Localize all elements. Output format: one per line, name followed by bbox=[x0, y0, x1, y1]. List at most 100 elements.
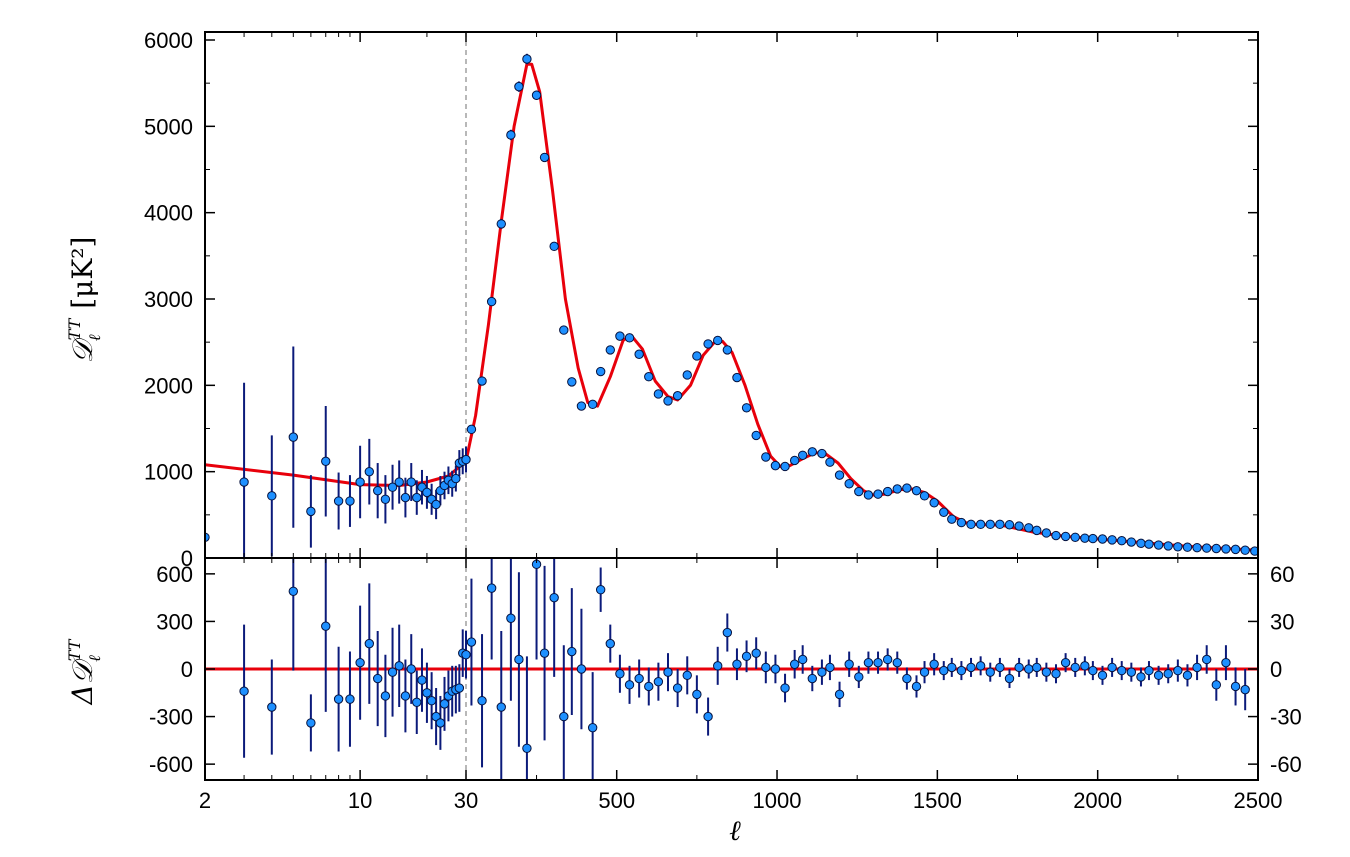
data-point-35 bbox=[522, 54, 532, 64]
data-point-60 bbox=[761, 452, 771, 462]
data-point-78 bbox=[929, 498, 939, 508]
data-point-44 bbox=[605, 345, 615, 355]
x-tick-label-1: 10 bbox=[348, 788, 372, 813]
data-point-16 bbox=[412, 492, 422, 503]
y-label-sub: ℓ bbox=[85, 334, 104, 341]
residual-point-1 bbox=[239, 686, 249, 696]
data-point-68 bbox=[834, 470, 845, 480]
residual-point-88 bbox=[1024, 664, 1034, 674]
residual-point-42 bbox=[587, 722, 598, 733]
data-point-82 bbox=[966, 519, 976, 530]
data-point-49 bbox=[653, 389, 664, 399]
residual-point-43 bbox=[595, 585, 606, 595]
data-point-33 bbox=[506, 130, 516, 140]
data-point-84 bbox=[985, 519, 995, 530]
residual-point-3 bbox=[288, 586, 299, 596]
data-point-15 bbox=[406, 477, 416, 487]
residual-point-15 bbox=[406, 664, 416, 674]
data-point-58 bbox=[741, 403, 752, 413]
model-curve bbox=[205, 62, 1258, 552]
data-point-73 bbox=[882, 486, 893, 497]
data-point-43 bbox=[595, 366, 606, 377]
residual-point-101 bbox=[1144, 665, 1154, 676]
data-point-29 bbox=[466, 424, 477, 435]
residual-point-82 bbox=[966, 662, 976, 673]
residual-point-32 bbox=[496, 702, 506, 712]
residual-point-99 bbox=[1126, 667, 1137, 677]
residual-point-20 bbox=[431, 711, 441, 722]
data-point-77 bbox=[919, 491, 930, 501]
data-point-89 bbox=[1032, 525, 1042, 536]
residual-point-12 bbox=[387, 667, 398, 677]
residual-point-64 bbox=[797, 654, 808, 665]
residual-point-62 bbox=[780, 683, 790, 693]
data-point-93 bbox=[1070, 532, 1080, 542]
residual-right-label-0: 60 bbox=[1270, 562, 1294, 587]
data-point-85 bbox=[995, 519, 1005, 530]
residual-point-40 bbox=[567, 646, 577, 657]
residual-label-sub: ℓ bbox=[85, 655, 104, 662]
residual-point-78 bbox=[929, 659, 939, 669]
data-point-28 bbox=[461, 454, 471, 465]
residual-point-97 bbox=[1107, 662, 1117, 673]
residual-point-73 bbox=[882, 654, 893, 665]
data-point-97 bbox=[1107, 535, 1117, 545]
residual-point-51 bbox=[672, 683, 683, 693]
residual-point-107 bbox=[1201, 654, 1212, 665]
residual-point-59 bbox=[751, 648, 761, 658]
residual-point-104 bbox=[1173, 665, 1183, 676]
data-point-62 bbox=[780, 461, 790, 472]
residual-point-84 bbox=[985, 667, 995, 677]
residual-point-10 bbox=[372, 673, 383, 684]
residual-point-31 bbox=[486, 583, 497, 593]
data-point-51 bbox=[672, 390, 683, 401]
residual-point-16 bbox=[412, 697, 422, 707]
residual-point-67 bbox=[825, 662, 835, 673]
y-tick-label-5: 5000 bbox=[144, 114, 193, 139]
residual-point-55 bbox=[713, 661, 723, 671]
data-point-86 bbox=[1004, 520, 1015, 530]
data-point-92 bbox=[1060, 531, 1071, 542]
data-point-112 bbox=[1250, 546, 1258, 556]
residual-point-75 bbox=[902, 673, 912, 684]
residual-left-label-1: 300 bbox=[156, 609, 193, 634]
residual-point-86 bbox=[1004, 673, 1015, 684]
residual-point-39 bbox=[559, 711, 569, 722]
residual-point-85 bbox=[995, 662, 1005, 673]
residual-point-18 bbox=[422, 688, 432, 698]
data-point-39 bbox=[559, 325, 569, 335]
data-point-109 bbox=[1221, 544, 1231, 554]
residual-point-95 bbox=[1088, 665, 1098, 676]
data-point-88 bbox=[1024, 523, 1034, 533]
residual-point-14 bbox=[400, 691, 411, 701]
residual-point-108 bbox=[1211, 680, 1222, 690]
residual-point-96 bbox=[1097, 670, 1108, 681]
x-axis-ticks: 2 10 30 500 1000 1500 2000 2500 bbox=[199, 32, 1282, 813]
data-point-31 bbox=[486, 296, 497, 307]
y-tick-label-4: 4000 bbox=[144, 201, 193, 226]
residual-point-53 bbox=[692, 689, 702, 700]
residual-point-65 bbox=[807, 673, 817, 684]
y-tick-label-0: 0 bbox=[181, 546, 193, 571]
svg-text:𝒟ℓTT[μK²]: 𝒟ℓTT[μK²] bbox=[65, 237, 104, 364]
residual-point-74 bbox=[892, 657, 902, 668]
data-point-42 bbox=[587, 399, 598, 410]
residual-point-11 bbox=[380, 691, 391, 701]
residual-point-56 bbox=[722, 627, 733, 638]
residual-point-91 bbox=[1051, 669, 1061, 679]
data-point-18 bbox=[422, 487, 432, 498]
data-point-55 bbox=[713, 335, 723, 346]
residual-point-13 bbox=[394, 661, 404, 671]
data-point-57 bbox=[732, 372, 742, 383]
residual-point-50 bbox=[663, 667, 673, 677]
data-point-45 bbox=[615, 331, 625, 341]
data-point-99 bbox=[1126, 537, 1137, 547]
residual-left-label-2: 0 bbox=[181, 657, 193, 682]
residual-left-label-0: 600 bbox=[156, 562, 193, 587]
data-point-4 bbox=[306, 506, 316, 517]
data-point-13 bbox=[394, 477, 404, 487]
data-point-37 bbox=[539, 152, 550, 163]
y-tick-label-2: 2000 bbox=[144, 373, 193, 398]
data-point-69 bbox=[844, 479, 854, 489]
data-point-75 bbox=[902, 483, 912, 493]
